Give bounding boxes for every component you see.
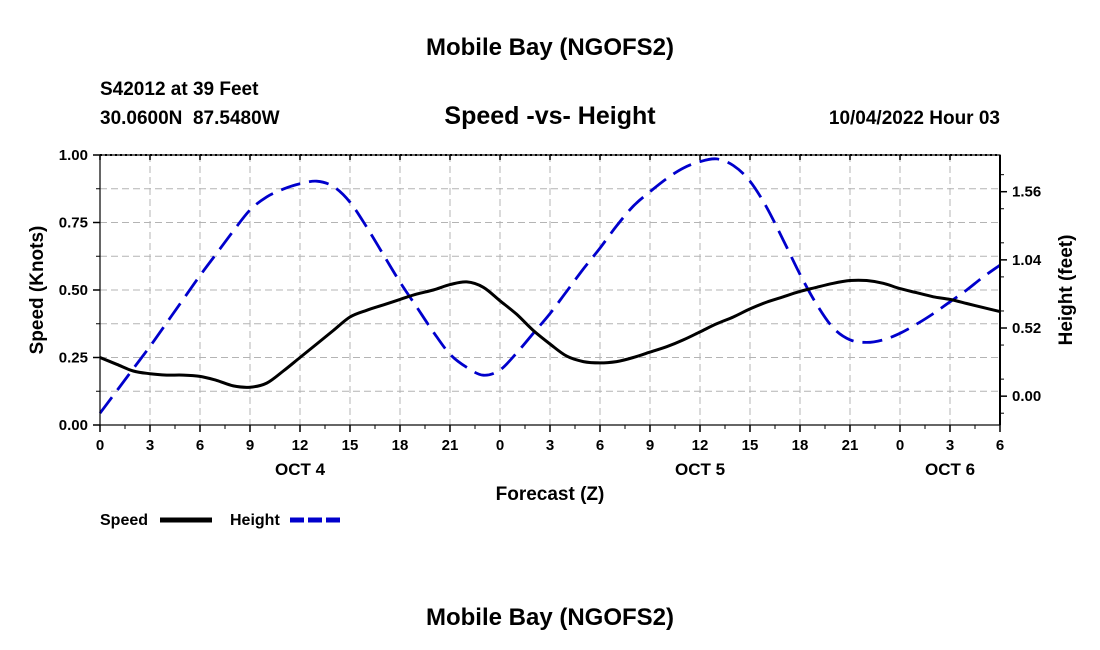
x-tick-label: 18	[792, 437, 809, 454]
x-tick-label: 6	[196, 437, 204, 454]
chart-title: Mobile Bay (NGOFS2)	[426, 34, 674, 61]
x-tick-label: 21	[842, 437, 859, 454]
x-tick-label: 6	[596, 437, 604, 454]
x-tick-label: 12	[692, 437, 709, 454]
x-tick-label: 9	[646, 437, 654, 454]
station-label: S42012 at 39 Feet	[100, 79, 259, 100]
x-tick-label: 0	[96, 437, 104, 454]
x-day-label: OCT 4	[275, 460, 326, 479]
x-axis-label: Forecast (Z)	[496, 484, 605, 505]
x-tick-label: 6	[996, 437, 1004, 454]
grid	[99, 154, 1001, 426]
x-day-label: OCT 6	[925, 460, 975, 479]
x-day-label: OCT 5	[675, 460, 725, 479]
x-tick-label: 21	[442, 437, 459, 454]
y-left-tick-label: 1.00	[59, 147, 88, 164]
chart-subtitle: Speed -vs- Height	[444, 102, 656, 130]
x-tick-label: 0	[896, 437, 904, 454]
speed-series-line	[99, 278, 1001, 389]
y-left-tick-label: 0.75	[59, 215, 88, 232]
x-tick-label: 15	[342, 437, 359, 454]
y-left-tick-label: 0.25	[59, 350, 88, 367]
series-group	[98, 157, 1001, 415]
station-coords: 30.0600N 87.5480W	[100, 108, 280, 129]
forecast-datetime: 10/04/2022 Hour 03	[829, 108, 1000, 129]
x-tick-label: 3	[146, 437, 154, 454]
x-tick-label: 9	[246, 437, 254, 454]
x-tick-label: 12	[292, 437, 309, 454]
footer-title: Mobile Bay (NGOFS2)	[426, 604, 674, 631]
y-right-tick-label: 0.00	[1012, 388, 1041, 405]
y-right-tick-label: 1.56	[1012, 184, 1041, 201]
legend-speed-label: Speed	[100, 512, 148, 529]
y-right-tick-label: 0.52	[1012, 320, 1041, 337]
axes: 0 3 6 9 12 15 18 21 0 3 6 9 12 15 18 21 0 3 6 OCT 4 OCT 5 OCT…	[59, 147, 1042, 479]
x-tick-label: 3	[546, 437, 554, 454]
x-tick-label: 15	[742, 437, 759, 454]
x-tick-label: 18	[392, 437, 409, 454]
y-left-tick-label: 0.00	[59, 417, 88, 434]
y-left-tick-label: 0.50	[59, 282, 88, 299]
y-right-tick-label: 1.04	[1012, 252, 1042, 269]
x-tick-label: 0	[496, 437, 504, 454]
legend-height-label: Height	[230, 512, 280, 529]
legend: Speed Height	[100, 512, 342, 529]
y-axis-right-label: Height (feet)	[1056, 235, 1077, 346]
x-tick-label: 3	[946, 437, 954, 454]
height-series-line	[98, 157, 1001, 415]
y-axis-left-label: Speed (Knots)	[27, 226, 48, 355]
